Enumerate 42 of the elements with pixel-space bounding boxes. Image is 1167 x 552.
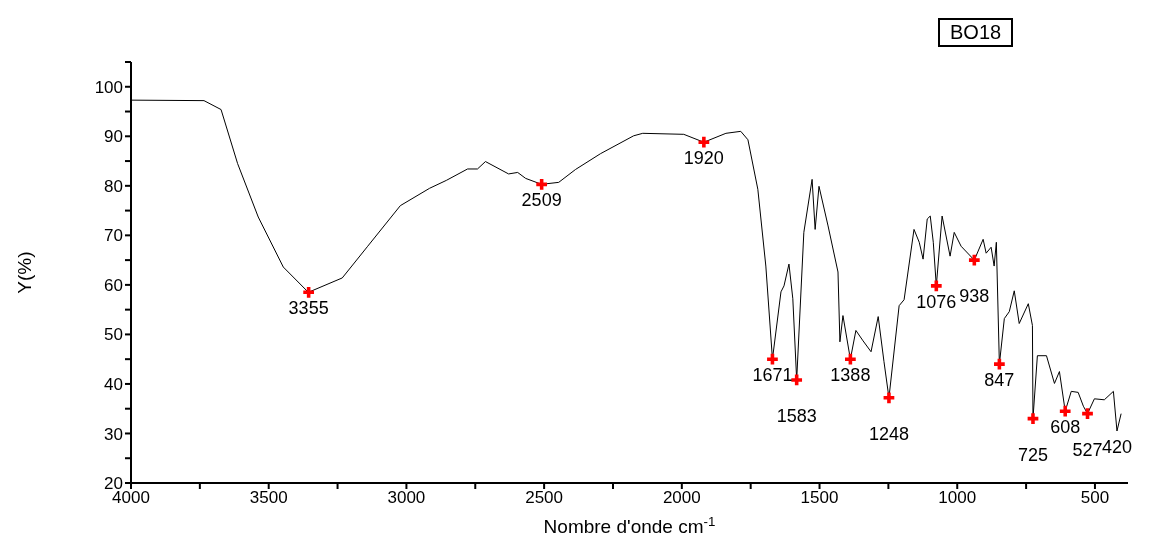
y-tick-label: 90 (104, 127, 123, 147)
annotation: 1388 (830, 365, 871, 386)
annotation: 1248 (868, 423, 909, 444)
point (767, 353, 778, 365)
x-tick-label: 3500 (249, 488, 288, 508)
label-box: BO18 (938, 18, 1014, 47)
y-tick-label: 50 (104, 325, 123, 345)
y-tick-label: 40 (104, 374, 123, 394)
annotation: 847 (984, 370, 1015, 391)
x-tick-label: 2500 (525, 488, 564, 508)
point (845, 353, 856, 365)
point (698, 136, 710, 148)
annotation: 1671 (752, 365, 793, 386)
y-tick-label: 80 (104, 176, 123, 196)
annotation: 420 (1101, 436, 1133, 457)
y-tick-label: 70 (104, 226, 123, 246)
annotation: 1076 (916, 291, 957, 312)
annotation: 1920 (683, 148, 724, 169)
y-tick-label: 100 (94, 77, 123, 97)
annotation: 1583 (776, 405, 817, 426)
x-tick-label: 1000 (938, 488, 977, 508)
point (968, 254, 980, 266)
x-tick-label: 1500 (800, 488, 839, 508)
x-tick-label: 500 (1080, 488, 1110, 508)
point (1027, 413, 1039, 424)
y-tick-label: 60 (104, 275, 123, 295)
annotation: 3355 (288, 298, 329, 319)
annotation: 938 (959, 286, 990, 307)
point (1059, 405, 1071, 417)
x-tick-label: 2000 (662, 488, 701, 508)
annotation: 527 (1072, 439, 1103, 460)
annotation: 608 (1050, 417, 1081, 438)
point (994, 358, 1005, 370)
point (883, 392, 895, 404)
annotation: 2509 (521, 190, 562, 211)
point (791, 374, 803, 386)
y-tick-label: 30 (104, 424, 123, 444)
annotation: 725 (1017, 444, 1049, 465)
point (930, 280, 942, 292)
y-axis-title: Y(%) (14, 251, 35, 294)
x-axis-title: Nombre d'onde cm$^{-1}$ (543, 513, 716, 537)
x-tick-label: 3000 (387, 488, 426, 508)
